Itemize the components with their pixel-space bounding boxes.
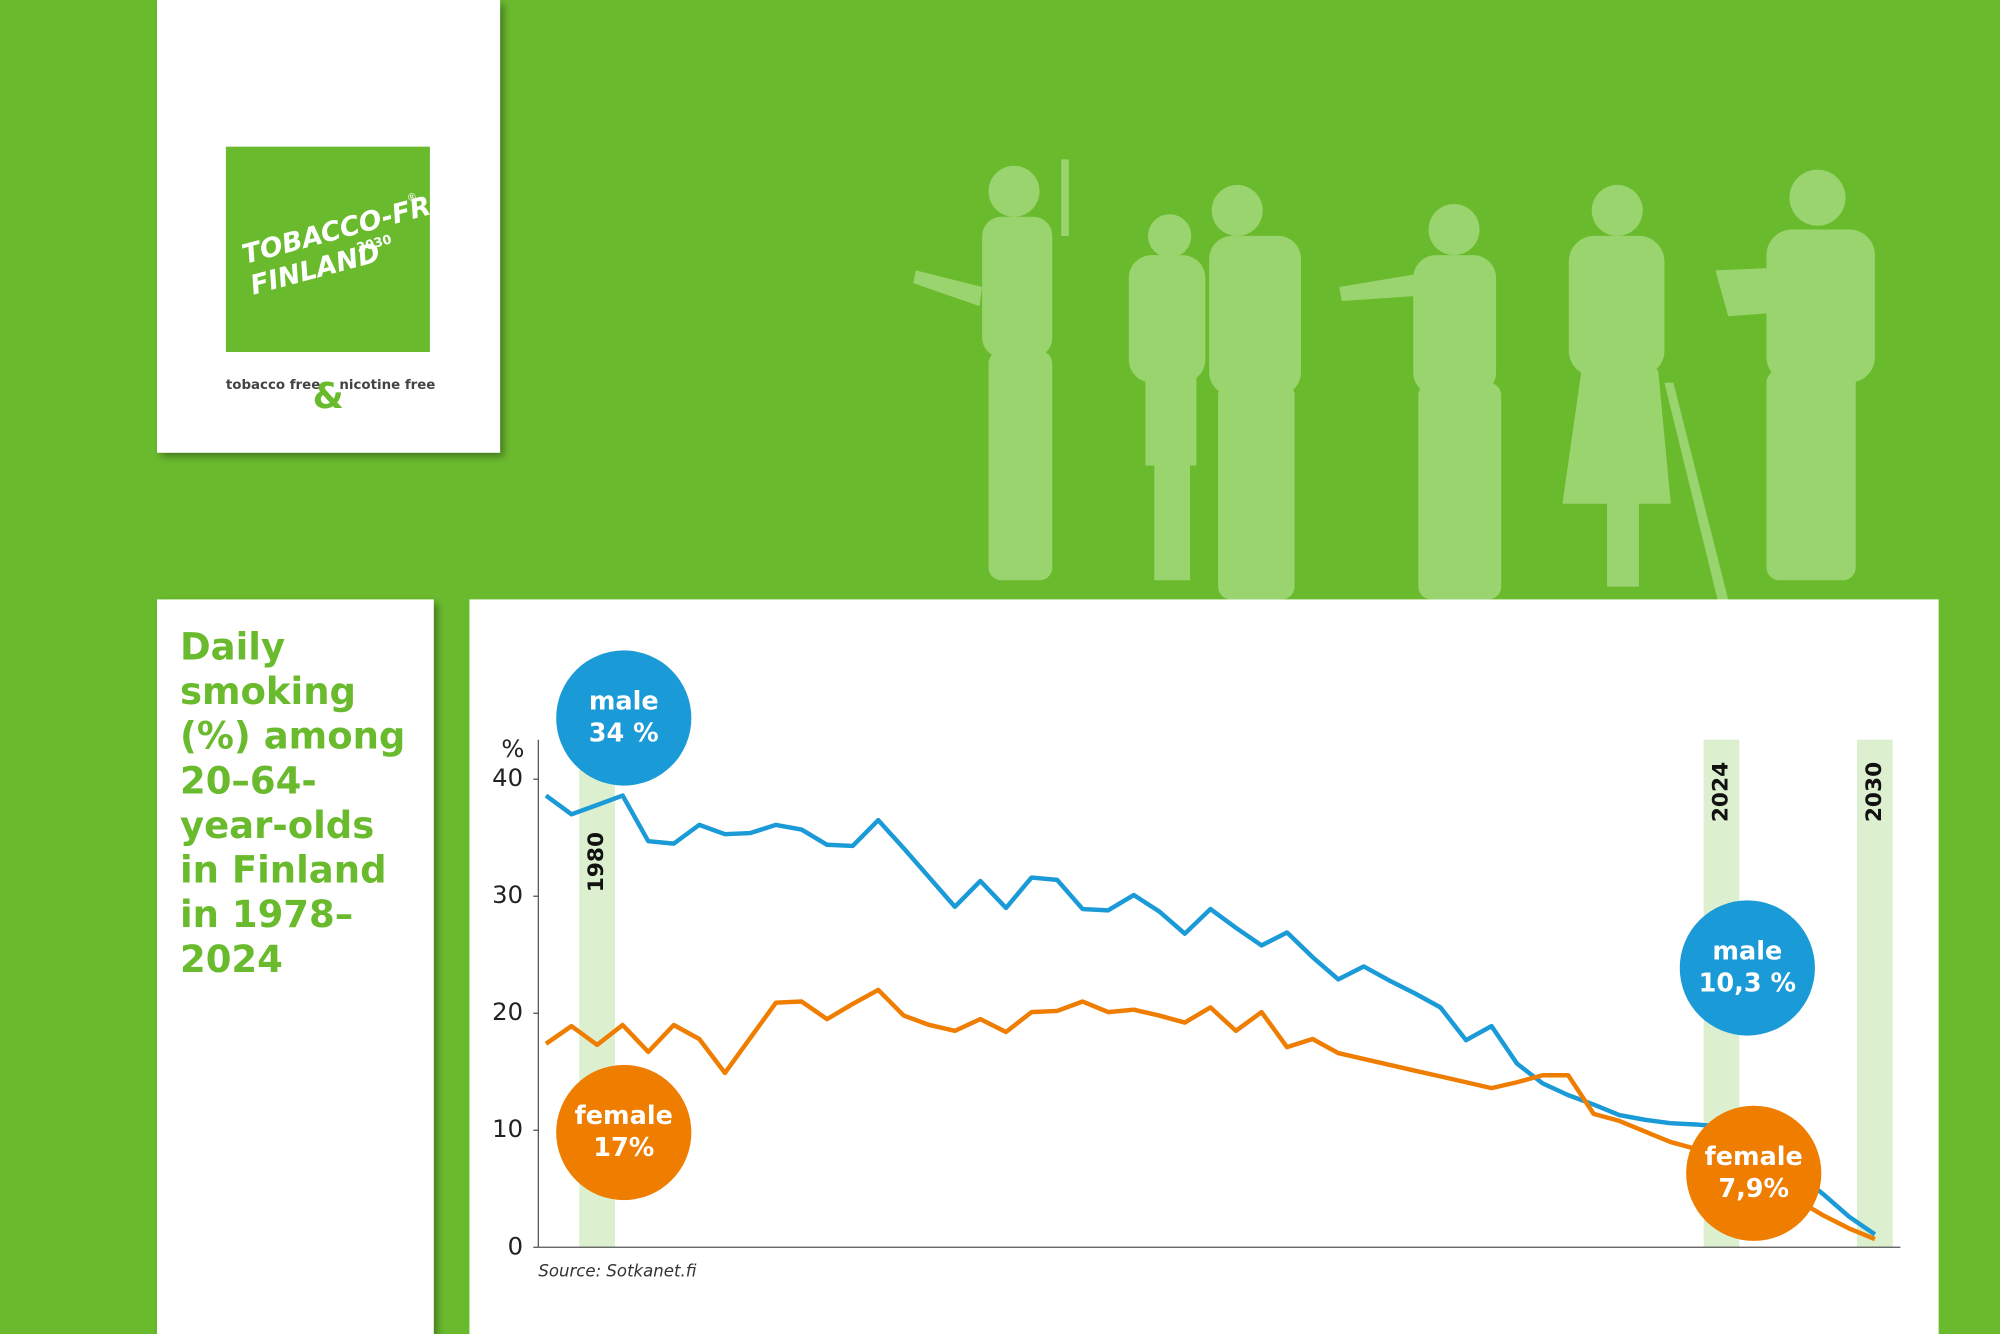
y-tick-label: 20 [492,998,523,1026]
y-axis-unit: % [501,735,524,763]
series-line [544,793,1877,1237]
highlight-year-label: 2024 [1709,762,1734,822]
logo-mark: ® [406,191,419,204]
callout-value: 7,9% [1718,1174,1789,1204]
logo-tagline: nicotine free [339,378,435,393]
callout-name: female [575,1101,673,1131]
callout-name: female [1705,1142,1803,1172]
y-tick-label: 40 [492,764,523,792]
callout-value: 34 % [589,719,659,749]
callout-bubble [556,650,692,786]
chart-title: Daily smoking (%) among 20–64-year-olds … [179,624,406,981]
title-wrap: Daily smoking (%) among 20–64-year-olds … [179,624,406,981]
callout-bubble [1679,900,1815,1036]
callout-name: male [1712,937,1782,967]
callout-value: 17% [593,1133,654,1163]
y-tick-label: 10 [492,1115,523,1143]
y-tick-label: 0 [508,1232,523,1260]
logo-tagline: tobacco free [226,378,320,393]
title-panel [157,599,434,1334]
callout-value: 10,3 % [1699,969,1796,999]
callout-bubble [1686,1105,1822,1241]
highlight-band [1856,739,1893,1248]
y-tick-label: 30 [492,881,523,909]
source: Source: Sotkanet.fi [538,1262,696,1281]
silhouettes [913,159,1875,644]
callout-bubble [556,1064,692,1201]
highlight-year-label: 1980 [584,832,609,892]
callout-name: male [589,687,659,717]
logo-square [225,146,430,352]
series-line [544,987,1876,1242]
logo-ampersand: & [313,376,344,417]
highlight-year-label: 2030 [1862,762,1887,822]
